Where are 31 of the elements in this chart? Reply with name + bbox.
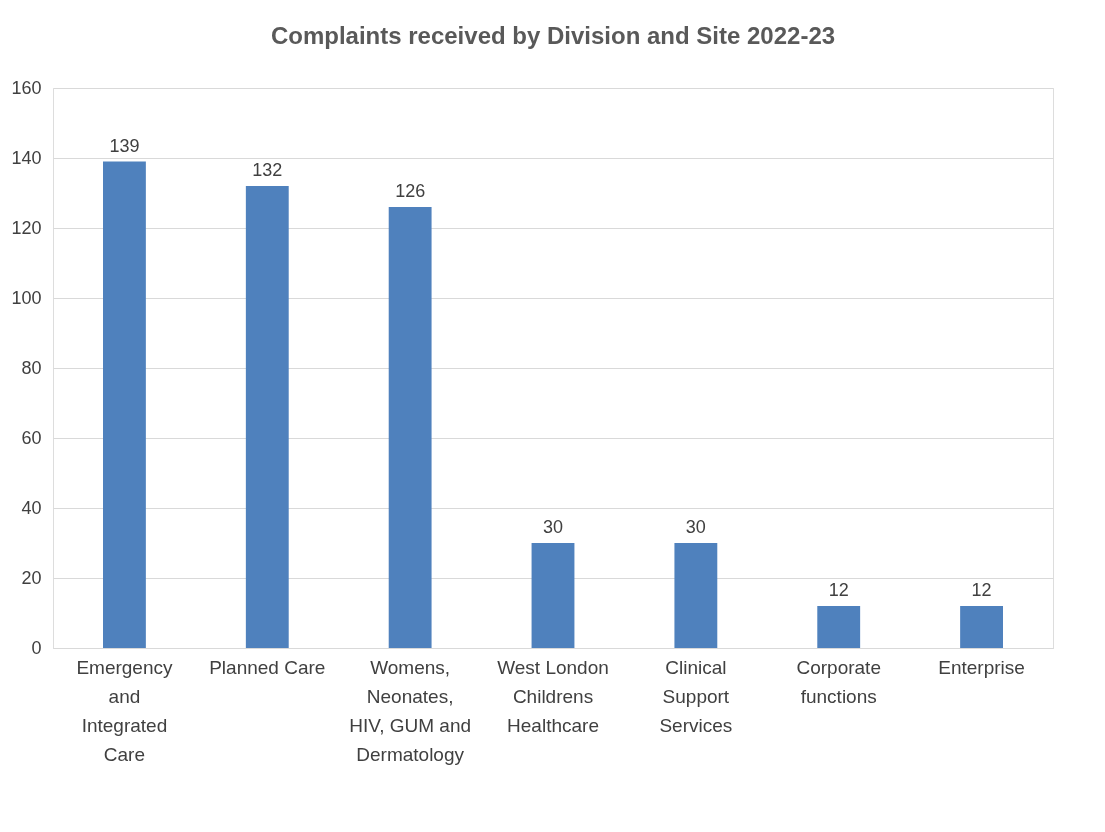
y-tick-label: 120 [11, 217, 42, 238]
x-tick-label: West London Childrens Healthcare [497, 656, 609, 736]
x-tick-label: Clinical Support Services [659, 656, 733, 736]
data-label: 139 [109, 135, 140, 156]
data-label: 12 [971, 580, 992, 600]
data-label: 126 [395, 181, 426, 201]
bar [817, 606, 861, 648]
bar [960, 606, 1003, 648]
y-tick-label: 0 [31, 637, 42, 658]
data-label: 30 [542, 517, 564, 537]
y-tick-label: 100 [11, 287, 42, 308]
y-tick-label: 80 [21, 357, 42, 378]
bar [103, 161, 146, 648]
y-tick-label: 60 [21, 427, 42, 448]
chart-title: Complaints received by Division and Site 2022-23 [270, 22, 836, 49]
x-tick-label: Enterprise [938, 656, 1025, 678]
x-tick-label: Emergency and Integrated Care [76, 656, 173, 765]
bar [245, 186, 289, 648]
x-tick-label: Corporate functions [796, 656, 881, 707]
bar [674, 543, 718, 648]
bar [531, 543, 575, 648]
x-tick-label: Womens, Neonates, HIV, GUM and Dermatology [349, 656, 472, 765]
y-tick-label: 140 [11, 147, 42, 168]
data-label: 30 [685, 517, 706, 537]
y-tick-label: 20 [21, 567, 42, 588]
x-tick-label: Planned Care [209, 656, 326, 678]
bar [388, 207, 432, 648]
y-tick-label: 160 [11, 77, 42, 98]
data-label: 12 [828, 580, 849, 600]
data-label: 132 [252, 160, 283, 180]
y-tick-label: 40 [21, 497, 42, 518]
